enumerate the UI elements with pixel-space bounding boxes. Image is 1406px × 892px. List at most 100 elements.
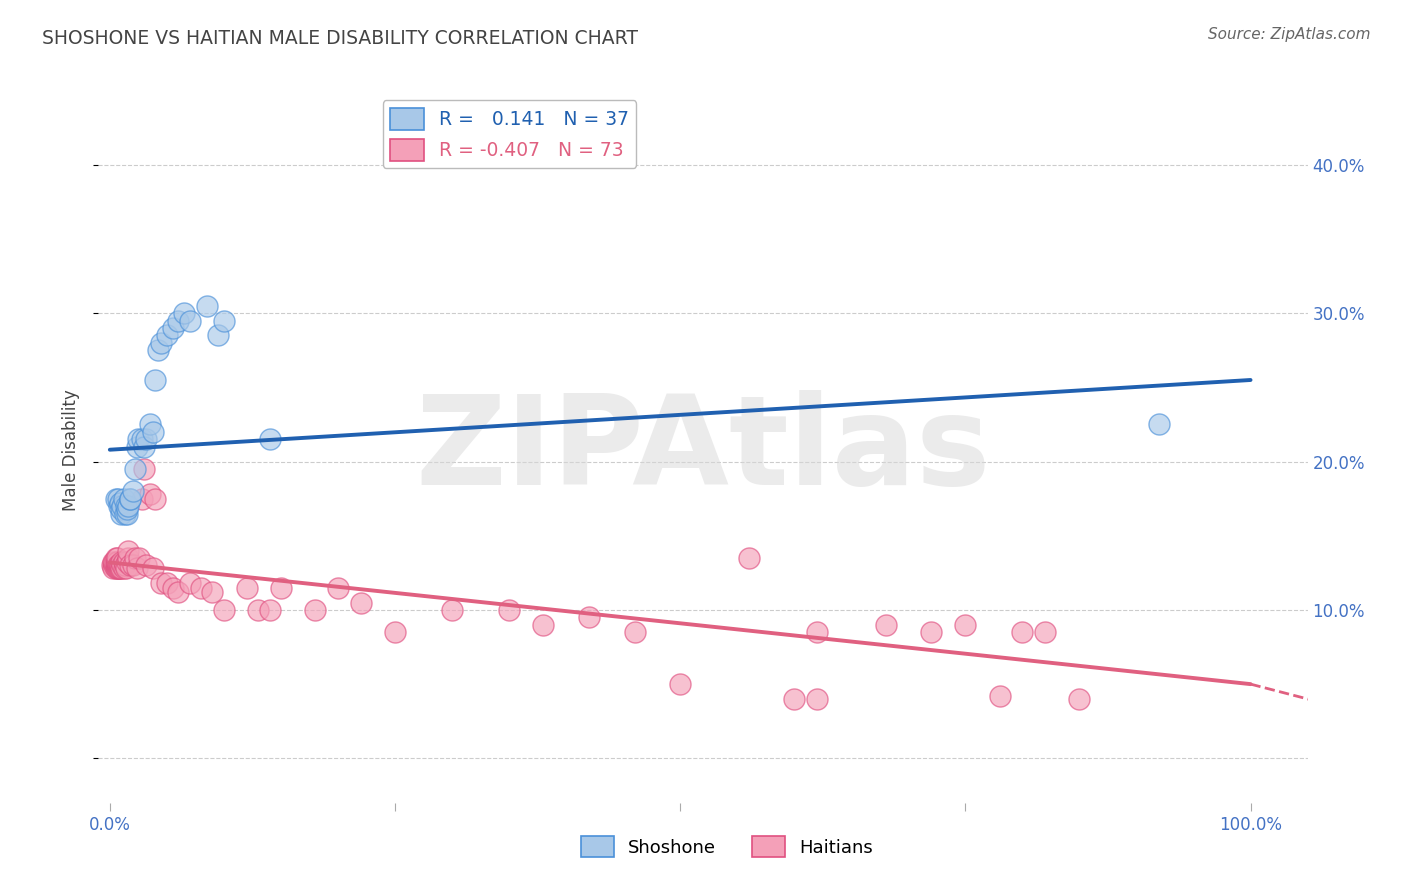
Point [127,440,149,454]
Legend: Shoshone, Haitians: Shoshone, Haitians [574,829,880,864]
Point [173,306,195,320]
Point [111,499,134,513]
Point [128,551,150,566]
Point [117,543,139,558]
Point [112,491,135,506]
Point [783,692,806,706]
Point [259,433,281,447]
Point [104,561,127,575]
Text: Source: ZipAtlas.com: Source: ZipAtlas.com [1208,27,1371,42]
Point [669,677,692,691]
Point [142,561,165,575]
Point [114,507,136,521]
Point [326,581,349,595]
Point [108,499,131,513]
Point [920,625,942,640]
Point [111,558,134,573]
Point [131,433,153,447]
Point [531,617,554,632]
Point [112,561,135,575]
Point [145,491,167,506]
Point [107,491,129,506]
Point [117,551,139,566]
Point [120,491,142,506]
Point [1149,417,1171,432]
Point [162,581,184,595]
Point [135,558,157,573]
Point [114,499,136,513]
Point [806,692,828,706]
Point [108,561,131,575]
Point [103,561,125,575]
Point [179,576,201,591]
Point [103,558,125,573]
Point [201,585,224,599]
Point [108,558,131,573]
Point [142,425,165,439]
Point [124,462,146,476]
Text: SHOSHONE VS HAITIAN MALE DISABILITY CORRELATION CHART: SHOSHONE VS HAITIAN MALE DISABILITY CORR… [42,29,638,48]
Point [127,561,149,575]
Point [104,556,127,570]
Point [117,499,139,513]
Point [108,561,131,575]
Point [578,610,600,624]
Point [108,558,131,573]
Point [875,617,897,632]
Point [110,561,132,575]
Point [195,299,218,313]
Point [212,313,235,327]
Y-axis label: Male Disability: Male Disability [62,390,80,511]
Point [146,343,169,358]
Point [108,496,131,510]
Point [104,558,127,573]
Point [955,617,977,632]
Point [441,603,464,617]
Point [156,328,179,343]
Text: ZIPAtlas: ZIPAtlas [415,390,991,511]
Point [107,558,129,573]
Point [623,625,645,640]
Point [132,462,155,476]
Point [127,433,149,447]
Point [101,558,124,573]
Point [179,313,201,327]
Point [1011,625,1033,640]
Point [1069,692,1091,706]
Point [350,595,373,609]
Point [110,507,132,521]
Point [150,335,173,350]
Point [105,556,128,570]
Point [259,603,281,617]
Point [247,603,270,617]
Point [114,561,136,575]
Point [145,373,167,387]
Point [124,551,146,566]
Point [110,556,132,570]
Point [112,556,135,570]
Point [207,328,229,343]
Point [139,487,162,501]
Point [150,576,173,591]
Point [120,491,142,506]
Point [121,484,143,499]
Point [104,551,127,566]
Point [1033,625,1056,640]
Point [135,433,157,447]
Point [105,561,128,575]
Point [107,561,129,575]
Point [162,321,184,335]
Point [115,507,138,521]
Point [121,558,143,573]
Point [235,581,257,595]
Point [115,556,138,570]
Point [110,502,132,516]
Point [212,603,235,617]
Point [270,581,292,595]
Point [131,491,153,506]
Point [103,556,125,570]
Point [115,502,138,516]
Point [139,417,162,432]
Point [384,625,406,640]
Point [190,581,212,595]
